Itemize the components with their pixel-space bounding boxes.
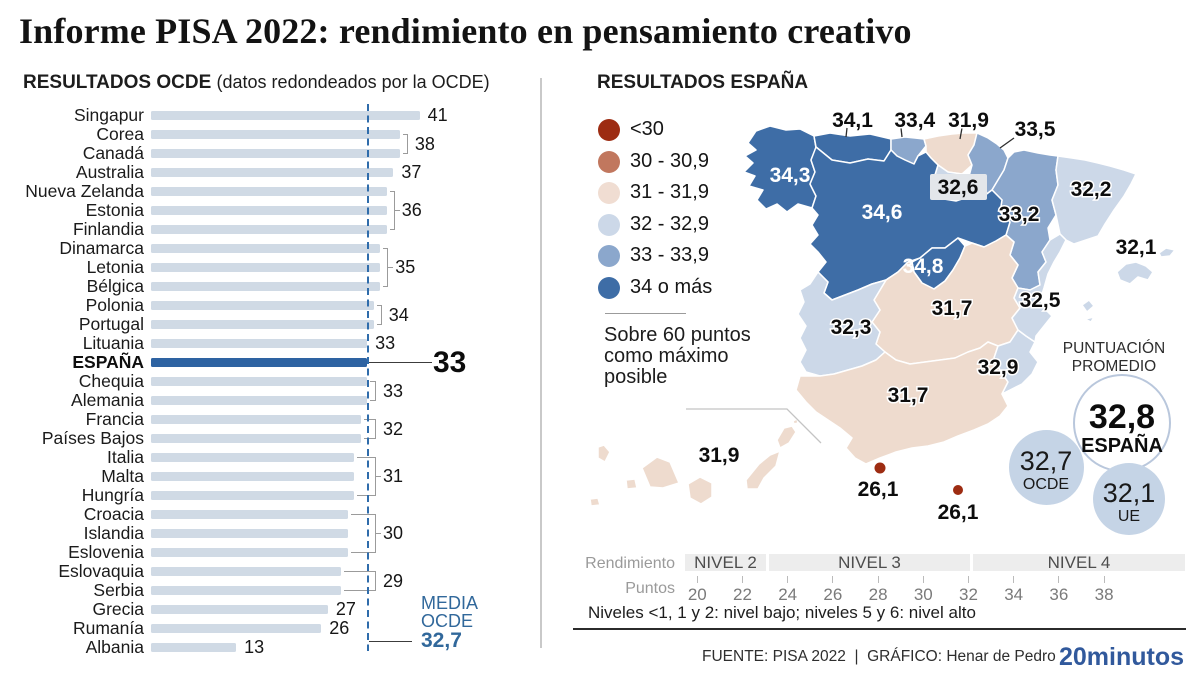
- svg-text:31,7: 31,7: [932, 297, 973, 320]
- svg-text:32,1: 32,1: [1116, 236, 1157, 259]
- svg-text:34,8: 34,8: [903, 255, 944, 278]
- svg-text:34,1: 34,1: [832, 109, 873, 132]
- svg-text:33,5: 33,5: [1015, 118, 1056, 141]
- svg-text:32,2: 32,2: [1071, 178, 1112, 201]
- svg-text:32,6: 32,6: [938, 176, 979, 199]
- svg-text:31,7: 31,7: [888, 384, 929, 407]
- svg-text:34,6: 34,6: [862, 201, 903, 224]
- svg-text:31,9: 31,9: [699, 444, 740, 467]
- svg-text:32,3: 32,3: [831, 316, 872, 339]
- svg-text:32,5: 32,5: [1020, 289, 1061, 312]
- svg-text:32,9: 32,9: [978, 356, 1019, 379]
- svg-text:33,2: 33,2: [999, 203, 1040, 226]
- svg-text:26,1: 26,1: [858, 478, 899, 501]
- svg-text:31,9: 31,9: [948, 109, 989, 132]
- svg-text:33,4: 33,4: [894, 109, 935, 132]
- svg-text:26,1: 26,1: [938, 501, 979, 524]
- svg-text:34,3: 34,3: [770, 164, 811, 187]
